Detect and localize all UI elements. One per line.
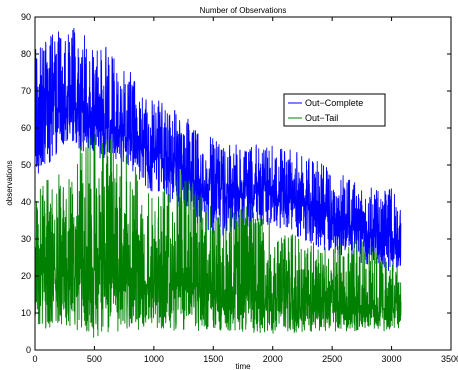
- x-tick-label: 0: [32, 354, 37, 364]
- x-axis-label: time: [235, 362, 251, 370]
- series-layer: [34, 27, 402, 338]
- y-tick-label: 80: [21, 49, 31, 59]
- y-tick-label: 40: [21, 197, 31, 207]
- legend: Out−Complete Out−Tail: [283, 93, 386, 127]
- series-line-out-tail: [34, 133, 402, 338]
- legend-box: [283, 93, 386, 127]
- y-tick-label: 60: [21, 123, 31, 133]
- x-tick-label: 1500: [203, 354, 223, 364]
- y-tick-label: 70: [21, 86, 31, 96]
- x-tick-label: 2500: [322, 354, 342, 364]
- y-tick-label: 50: [21, 160, 31, 170]
- x-tick-label: 500: [87, 354, 102, 364]
- y-tick-label: 90: [21, 12, 31, 22]
- chart-title: Number of Observations: [200, 6, 287, 15]
- y-tick-label: 10: [21, 308, 31, 318]
- y-axis-label: observations: [5, 160, 14, 205]
- plot-area-frame: [34, 16, 452, 351]
- y-tick-label: 30: [21, 234, 31, 244]
- y-tick-label: 0: [26, 345, 31, 355]
- x-tick-label: 2000: [263, 354, 283, 364]
- legend-label-out-tail: Out−Tail: [305, 113, 338, 123]
- x-tick-label: 3000: [382, 354, 402, 364]
- y-tick-label: 20: [21, 271, 31, 281]
- x-tick-label: 1000: [144, 354, 164, 364]
- legend-label-out-complete: Out−Complete: [305, 98, 363, 108]
